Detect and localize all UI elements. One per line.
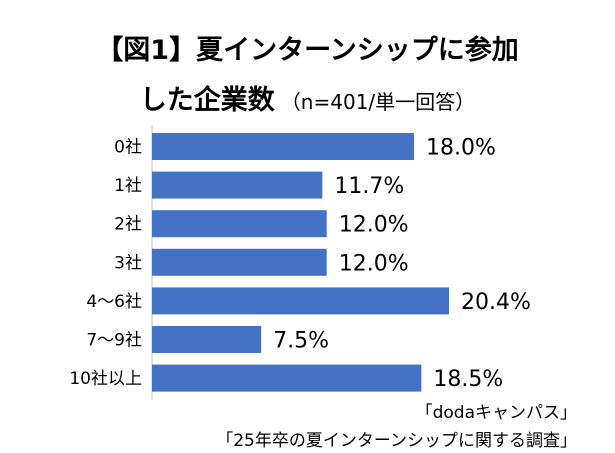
bar-2 xyxy=(152,210,327,238)
data-label-3: 12.0% xyxy=(339,251,409,276)
bar-3 xyxy=(152,248,327,276)
bar-1 xyxy=(152,171,323,199)
category-label-3: 3社 xyxy=(114,253,142,273)
data-label-2: 12.0% xyxy=(339,213,409,238)
chart-title-main: した企業数 xyxy=(139,85,275,116)
bar-6 xyxy=(152,364,422,392)
bar-0 xyxy=(152,133,415,160)
category-label-4: 4〜6社 xyxy=(86,292,142,312)
chart-title-line2: した企業数 （n=401/単一回答） xyxy=(0,78,615,117)
bar-5 xyxy=(152,326,262,353)
category-label-5: 7〜9社 xyxy=(86,331,142,351)
category-label-2: 2社 xyxy=(114,215,142,235)
source-line2: 「25年卒の夏インターンシップに関する調査」 xyxy=(216,431,577,451)
source-line1: 「dodaキャンパス」 xyxy=(415,403,577,423)
data-label-0: 18.0% xyxy=(426,136,496,161)
bar-4 xyxy=(152,287,449,315)
data-label-5: 7.5% xyxy=(273,329,329,354)
data-label-6: 18.5% xyxy=(433,367,503,392)
data-label-1: 11.7% xyxy=(334,174,404,199)
data-label-4: 20.4% xyxy=(461,290,531,315)
chart-title-note: （n=401/単一回答） xyxy=(280,90,476,114)
category-label-1: 1社 xyxy=(114,176,142,196)
chart-title-line1: 【図1】夏インターンシップに参加 xyxy=(96,35,519,66)
category-label-6: 10社以上 xyxy=(69,369,142,389)
category-label-0: 0社 xyxy=(114,138,142,158)
